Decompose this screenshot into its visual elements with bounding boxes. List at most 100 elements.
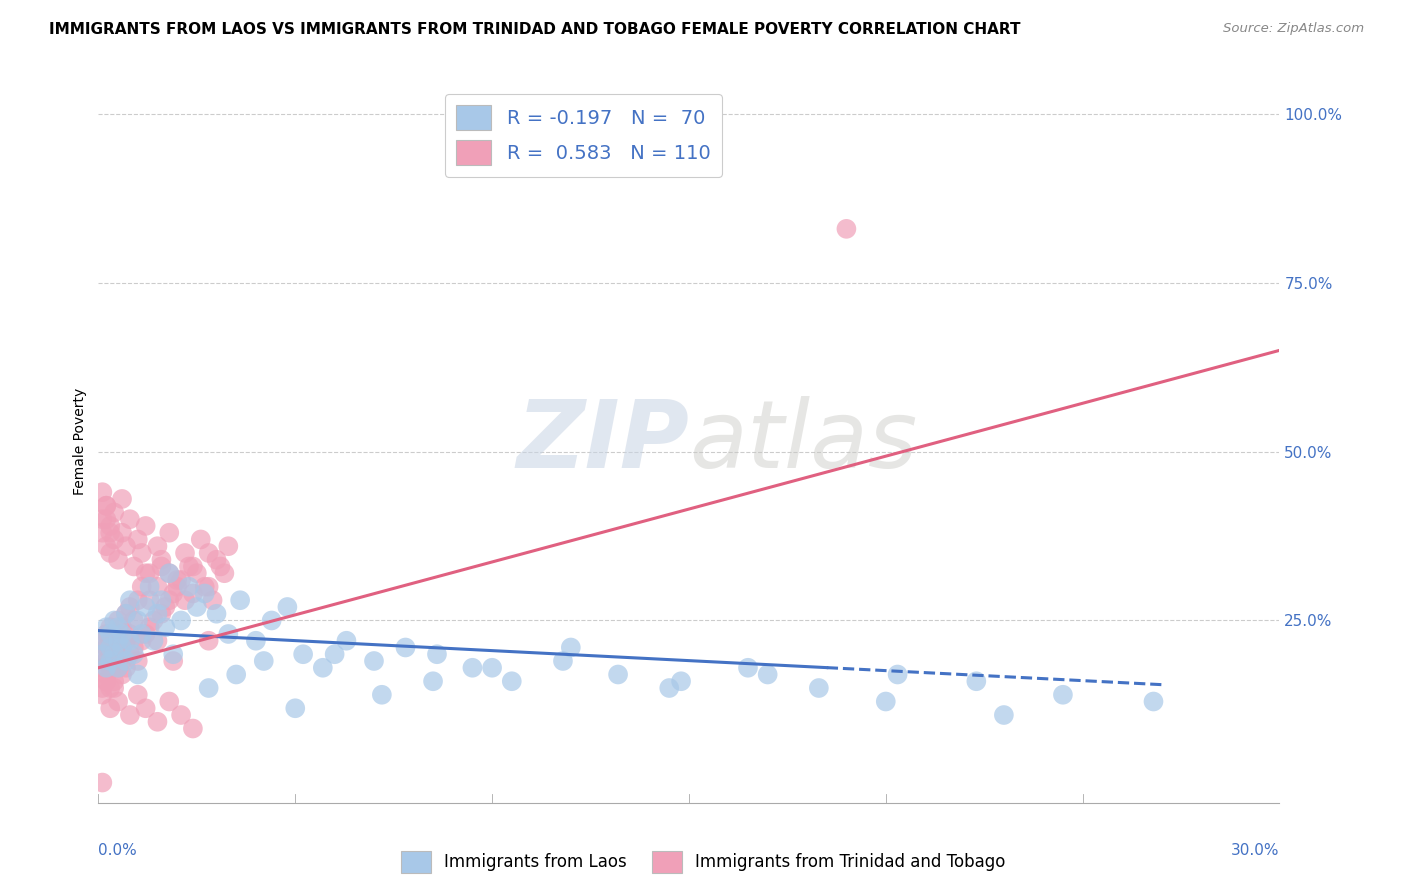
Point	[98, 633, 121, 648]
Point	[422, 674, 444, 689]
Point	[127, 654, 149, 668]
Point	[91, 647, 114, 661]
Point	[122, 640, 145, 655]
Point	[96, 667, 118, 681]
Point	[756, 667, 779, 681]
Point	[118, 593, 141, 607]
Point	[135, 566, 157, 581]
Point	[181, 559, 204, 574]
Point	[111, 627, 134, 641]
Text: 0.0%: 0.0%	[98, 843, 138, 857]
Point	[225, 667, 247, 681]
Point	[551, 654, 574, 668]
Point	[205, 607, 228, 621]
Point	[394, 640, 416, 655]
Point	[131, 633, 153, 648]
Point	[131, 580, 153, 594]
Point	[107, 614, 129, 628]
Point	[103, 533, 125, 547]
Point	[292, 647, 315, 661]
Point	[115, 607, 138, 621]
Point	[197, 681, 219, 695]
Point	[138, 566, 160, 581]
Point	[323, 647, 346, 661]
Point	[115, 633, 138, 648]
Point	[98, 701, 121, 715]
Point	[177, 580, 200, 594]
Point	[96, 620, 118, 634]
Point	[875, 694, 897, 708]
Point	[194, 580, 217, 594]
Point	[111, 654, 134, 668]
Point	[98, 525, 121, 540]
Point	[214, 566, 236, 581]
Point	[166, 573, 188, 587]
Point	[174, 593, 197, 607]
Point	[253, 654, 276, 668]
Text: atlas: atlas	[689, 396, 917, 487]
Point	[217, 627, 239, 641]
Point	[363, 654, 385, 668]
Point	[122, 614, 145, 628]
Text: 30.0%: 30.0%	[1232, 843, 1279, 857]
Point	[103, 627, 125, 641]
Point	[1052, 688, 1074, 702]
Point	[426, 647, 449, 661]
Point	[205, 552, 228, 566]
Point	[98, 546, 121, 560]
Point	[96, 674, 118, 689]
Point	[260, 614, 283, 628]
Point	[138, 580, 160, 594]
Point	[886, 667, 908, 681]
Point	[96, 499, 118, 513]
Point	[166, 580, 188, 594]
Point	[103, 505, 125, 519]
Point	[115, 539, 138, 553]
Point	[103, 674, 125, 689]
Point	[807, 681, 830, 695]
Point	[118, 708, 141, 723]
Point	[107, 661, 129, 675]
Point	[107, 694, 129, 708]
Point	[229, 593, 252, 607]
Point	[1142, 694, 1164, 708]
Point	[162, 654, 184, 668]
Point	[157, 566, 180, 581]
Point	[115, 661, 138, 675]
Point	[103, 647, 125, 661]
Point	[96, 640, 118, 655]
Point	[127, 593, 149, 607]
Text: ZIP: ZIP	[516, 395, 689, 488]
Point	[103, 640, 125, 655]
Point	[170, 708, 193, 723]
Point	[91, 485, 114, 500]
Point	[107, 633, 129, 648]
Point	[107, 633, 129, 648]
Point	[131, 546, 153, 560]
Point	[177, 559, 200, 574]
Point	[146, 607, 169, 621]
Y-axis label: Female Poverty: Female Poverty	[73, 388, 87, 495]
Point	[122, 647, 145, 661]
Point	[162, 647, 184, 661]
Point	[150, 607, 173, 621]
Point	[91, 775, 114, 789]
Point	[181, 722, 204, 736]
Point	[155, 599, 177, 614]
Point	[669, 674, 692, 689]
Point	[96, 661, 118, 675]
Point	[157, 694, 180, 708]
Point	[197, 580, 219, 594]
Point	[107, 647, 129, 661]
Point	[142, 633, 165, 648]
Point	[190, 533, 212, 547]
Point	[91, 633, 114, 648]
Point	[96, 627, 118, 641]
Point	[111, 525, 134, 540]
Point	[217, 539, 239, 553]
Point	[993, 708, 1015, 723]
Point	[146, 539, 169, 553]
Point	[150, 552, 173, 566]
Point	[658, 681, 681, 695]
Point	[965, 674, 987, 689]
